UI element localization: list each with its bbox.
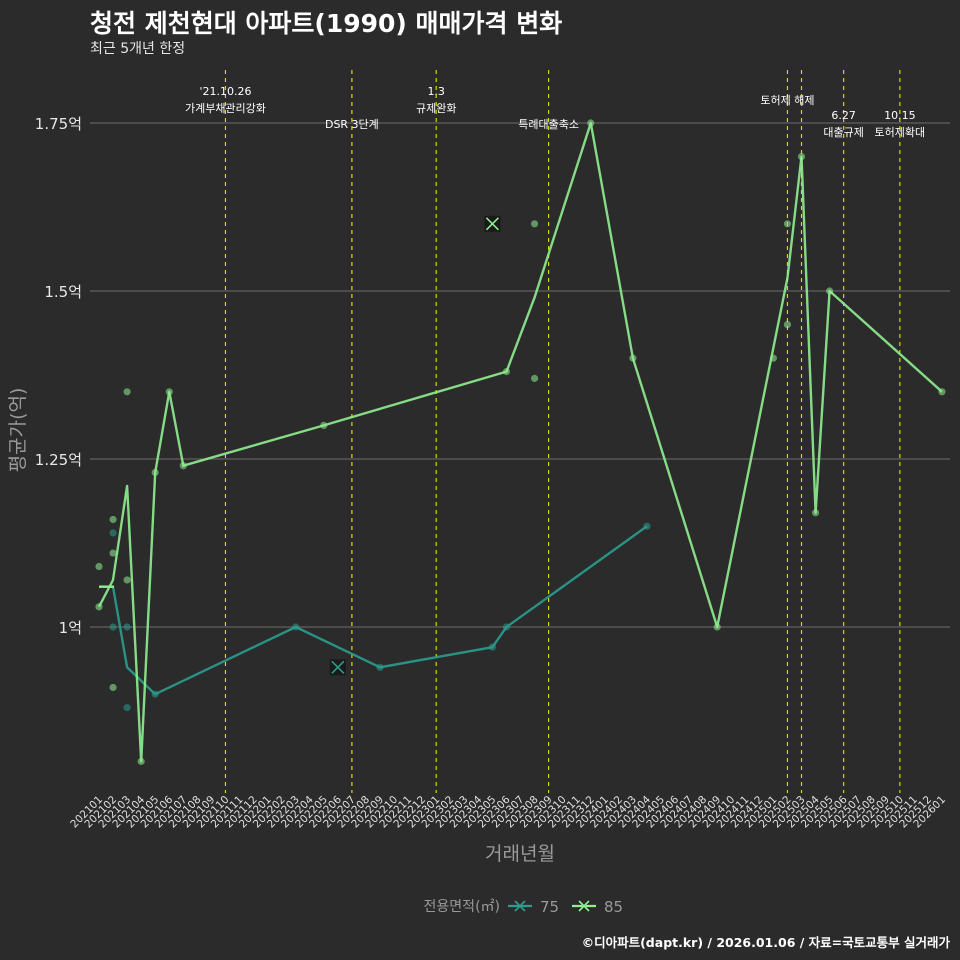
event-annotation-label: 1.3: [427, 85, 445, 98]
legend-swatch-marker: [578, 900, 590, 912]
legend-item-label: 85: [604, 898, 623, 916]
series-85-point: [530, 220, 539, 228]
series-85-point: [123, 576, 131, 584]
series-85-point: [530, 374, 539, 382]
event-annotation-label: 토허제확대: [875, 126, 926, 139]
event-annotation-label: 6.27: [831, 109, 856, 122]
series-85-point: [109, 515, 117, 524]
series-75-point: [123, 623, 131, 631]
event-annotation-label: 토허제 해제: [760, 93, 814, 107]
y-tick-label: 1억: [59, 619, 82, 637]
event-annotation-label: 특례대출축소: [518, 118, 579, 131]
series-85-line: [97, 121, 943, 763]
series-85-point: [123, 388, 131, 396]
series-85-point: [95, 562, 103, 571]
series-75-line: [99, 525, 648, 696]
series-75-point: [109, 623, 117, 631]
event-annotation-label: '21.10.26: [199, 85, 251, 98]
series-85-point: [783, 220, 792, 228]
series-layer: [95, 119, 946, 766]
source-caption: ©디아파트(dapt.kr) / 2026.01.06 / 자료=국토교통부 실…: [581, 935, 950, 950]
y-tick-label: 1.25억: [35, 451, 82, 469]
series-85-point: [109, 549, 117, 557]
event-annotation-label: 규제완화: [416, 102, 456, 115]
y-tick-label: 1.75억: [35, 115, 82, 133]
event-annotation-label: 10.15: [884, 109, 916, 122]
series-85-point: [783, 321, 792, 329]
legend-item-label: 75: [540, 898, 559, 916]
series-85-point: [109, 683, 117, 692]
y-tick-label: 1.5억: [44, 283, 82, 301]
chart-title: 청전 제천현대 아파트(1990) 매매가격 변화: [90, 9, 563, 38]
axis-layer: 1억1.25억1.5억1.75억202101202102202103202104…: [7, 115, 948, 865]
series-75-point: [123, 704, 131, 712]
event-annotation-label: DSR 3단계: [325, 118, 379, 131]
legend-title: 전용면적(㎡): [424, 899, 500, 915]
chart-subtitle: 최근 5개년 한정: [90, 41, 186, 57]
grid-layer: [90, 122, 950, 628]
legend-swatch-marker: [514, 900, 526, 912]
legend: 전용면적(㎡) 75 85: [424, 898, 624, 916]
x-axis-title: 거래년월: [485, 843, 555, 865]
series-75-point: [109, 529, 117, 537]
y-axis-title: 평균가(억): [7, 388, 29, 473]
series-85-x-marker: [485, 217, 499, 231]
event-annotation-label: 가계부채관리강화: [185, 102, 266, 115]
series-75-x-marker: [331, 660, 345, 674]
event-annotation-label: 대출규제: [823, 126, 863, 139]
